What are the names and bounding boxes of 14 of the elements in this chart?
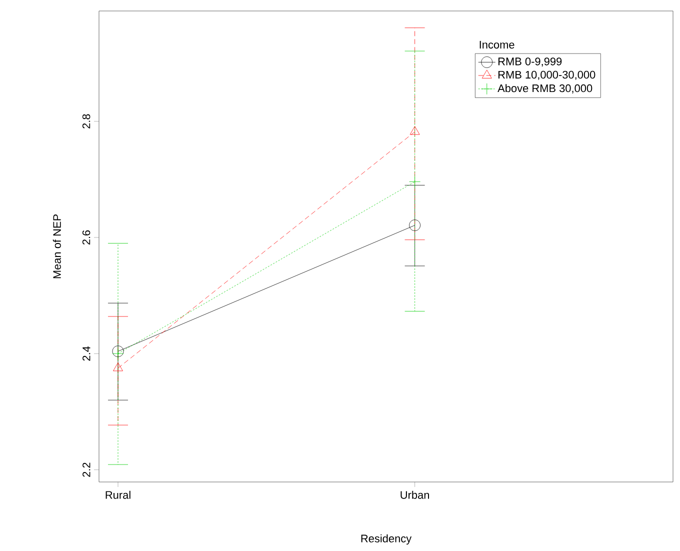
point: [409, 220, 420, 231]
legend-label: RMB 10,000-30,000: [498, 70, 596, 80]
y-tick-label: 2.2: [82, 462, 90, 477]
x-tick-label: Rural: [106, 490, 130, 499]
y-tick-label: 2.4: [82, 346, 90, 361]
x-tick-label: Urban: [400, 490, 429, 499]
legend-label: RMB 0-9,999: [498, 58, 562, 67]
y-tick-label: 2.6: [82, 230, 90, 245]
point: [409, 176, 420, 188]
y-tick-label: 2.8: [82, 114, 90, 128]
x-axis-title: Residency: [361, 534, 412, 545]
legend-label: Above RMB 30,000: [498, 84, 592, 94]
y-axis-title: Mean of NEP: [52, 214, 61, 278]
legend-title: Income: [480, 40, 514, 49]
